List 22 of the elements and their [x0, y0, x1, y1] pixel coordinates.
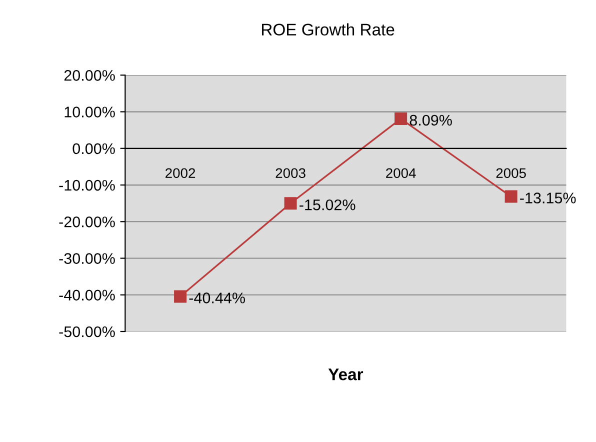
point	[174, 290, 187, 303]
x-axis-title: Year	[328, 368, 364, 380]
y-tick-label: -50.00%	[59, 326, 115, 338]
x-tick-label: 2004	[386, 168, 416, 178]
point	[394, 112, 408, 126]
y-tick-label: -10.00%	[59, 180, 115, 191]
y-tick-label: 10.00%	[64, 106, 115, 118]
data-label: 8.09%	[410, 114, 452, 126]
point	[504, 190, 518, 203]
y-tick-label: 0.00%	[72, 143, 115, 154]
y-tick-label: -20.00%	[59, 216, 115, 228]
data-label: -40.44%	[189, 292, 245, 304]
data-label: -15.02%	[300, 199, 356, 210]
x-tick-label: 2005	[496, 168, 526, 178]
x-tick-label: 2002	[166, 168, 196, 178]
data-label: -13.15%	[520, 192, 576, 204]
y-tick-label: -40.00%	[59, 290, 115, 301]
x-tick-label: 2003	[276, 168, 306, 178]
point	[284, 197, 297, 210]
chart-title: ROE Growth Rate	[262, 23, 394, 36]
y-tick-label: 20.00%	[64, 70, 115, 81]
y-tick-label: -30.00%	[59, 253, 115, 264]
